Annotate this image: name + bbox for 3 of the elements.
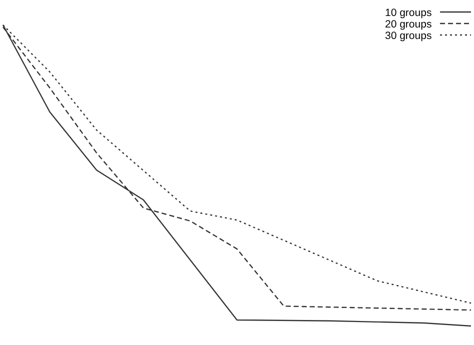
legend-label: 30 groups <box>385 30 432 42</box>
legend-label: 20 groups <box>385 18 432 30</box>
legend-label: 10 groups <box>385 7 432 19</box>
